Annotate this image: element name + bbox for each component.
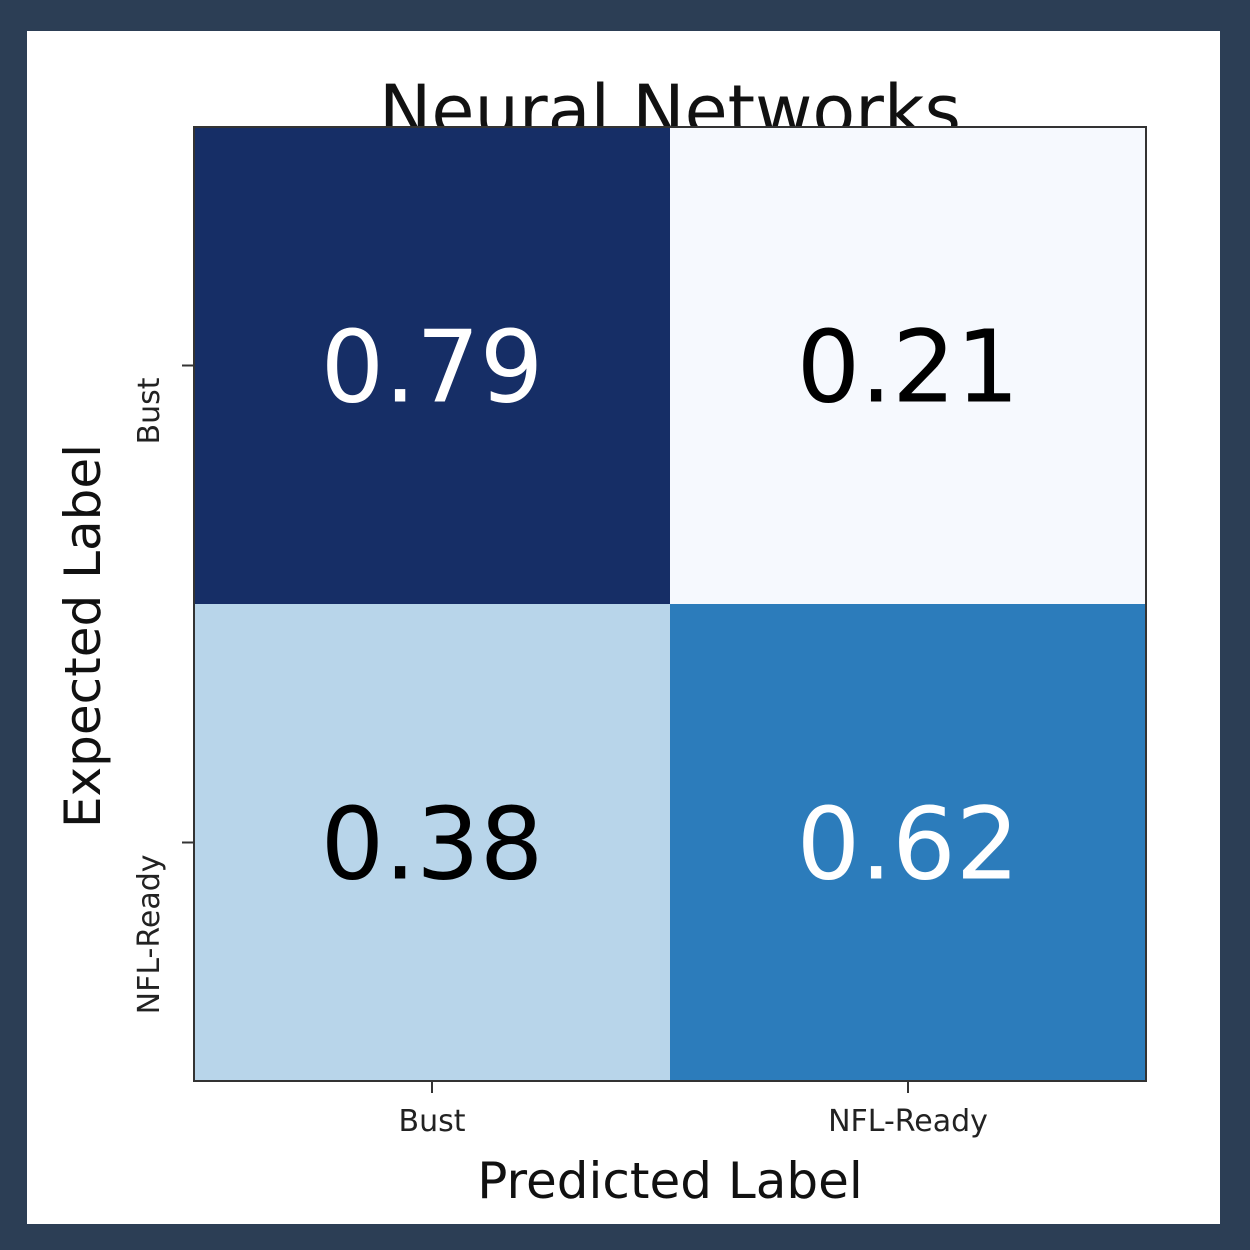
heatmap-cell-0-0 <box>194 127 671 605</box>
x-axis-label: Predicted Label <box>477 1152 863 1210</box>
cell-value-0-1: 0.21 <box>797 309 1020 426</box>
cell-value-1-1: 0.62 <box>797 786 1020 903</box>
x-tick-label-0: Bust <box>399 1104 466 1139</box>
confusion-matrix-chart: Neural Networks 0.79 0.210.38 0.62 Bust NFL… <box>54 70 1147 1210</box>
heatmap-cell-1-1 <box>670 604 1147 1082</box>
x-tick-label-1: NFL-Ready <box>828 1104 988 1139</box>
y-tick-label-0: Bust <box>132 377 167 444</box>
heatmap-cells <box>194 127 1147 1082</box>
cell-value-labels: 0.79 0.21 0.38 0.62 <box>321 309 1020 903</box>
y-axis-label: Expected Label <box>54 444 112 828</box>
heatmap-cell-1-0 <box>194 604 671 1082</box>
axis-ticks: Bust NFL-Ready Bust NFL-Ready <box>132 364 988 1139</box>
y-tick-label-1: NFL-Ready <box>132 855 167 1015</box>
figure-canvas: Neural Networks 0.79 0.21 0.38 0.62 Bust NFL… <box>27 31 1220 1224</box>
plot-area-border <box>193 126 1147 1082</box>
cell-value-0-0: 0.79 <box>321 309 544 426</box>
cell-value-1-0: 0.38 <box>321 786 544 903</box>
heatmap-cell-0-1 <box>670 127 1147 605</box>
